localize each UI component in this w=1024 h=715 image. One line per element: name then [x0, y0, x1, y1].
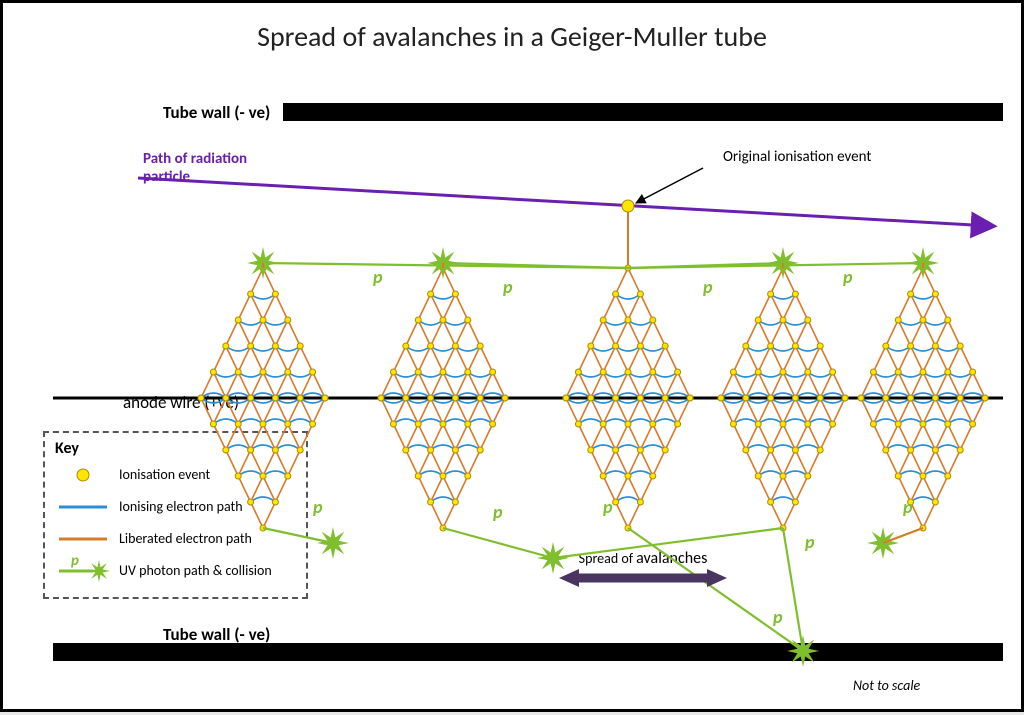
svg-text:p: p [313, 496, 323, 518]
svg-text:p: p [805, 531, 815, 553]
svg-text:p: p [773, 606, 783, 628]
svg-text:p: p [903, 496, 913, 518]
svg-text:p: p [493, 501, 503, 523]
diagram-svg: p p p p p p p p p p [3, 3, 1024, 715]
svg-text:p: p [373, 266, 383, 288]
svg-text:p: p [843, 266, 853, 288]
svg-text:p: p [703, 276, 713, 298]
svg-text:p: p [503, 276, 513, 298]
diagram-canvas: Spread of avalanches in a Geiger-Muller … [0, 0, 1024, 712]
svg-text:p: p [603, 496, 613, 518]
